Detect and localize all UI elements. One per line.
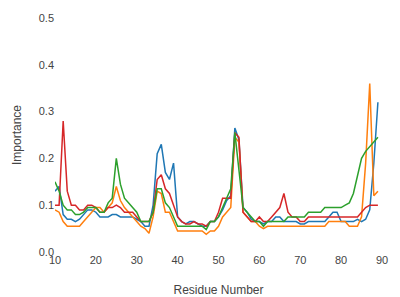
svg-text:Importance: Importance — [10, 105, 24, 165]
svg-text:20: 20 — [90, 254, 102, 266]
svg-text:40: 40 — [172, 254, 184, 266]
svg-text:90: 90 — [376, 254, 388, 266]
svg-text:70: 70 — [294, 254, 306, 266]
svg-text:0.5: 0.5 — [39, 12, 54, 24]
svg-text:0.4: 0.4 — [39, 59, 54, 71]
svg-text:30: 30 — [131, 254, 143, 266]
svg-text:60: 60 — [253, 254, 265, 266]
svg-text:0.0: 0.0 — [39, 246, 54, 258]
svg-text:Residue Number: Residue Number — [173, 283, 263, 297]
svg-text:0.3: 0.3 — [39, 105, 54, 117]
svg-text:50: 50 — [212, 254, 224, 266]
svg-text:10: 10 — [49, 254, 61, 266]
svg-text:0.1: 0.1 — [39, 199, 54, 211]
svg-text:0.2: 0.2 — [39, 152, 54, 164]
svg-text:80: 80 — [335, 254, 347, 266]
